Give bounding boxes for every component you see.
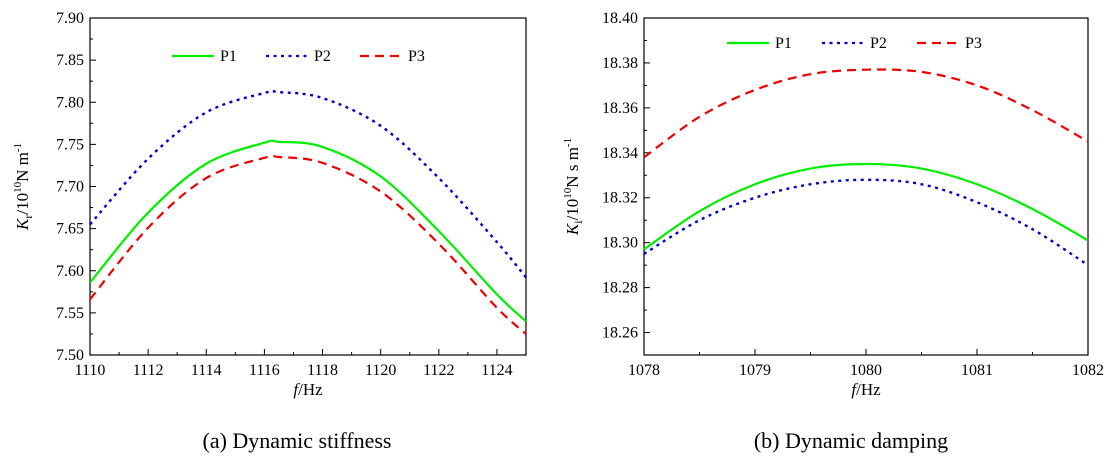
x-tick-label: 1082 [1072,362,1104,379]
x-tick-label: 1120 [365,362,396,379]
y-axis-title-var: K [563,222,582,236]
x-tick-label: 1118 [307,362,338,379]
x-tick-label: 1124 [481,362,512,379]
y-axis-title-unit: N m [13,152,32,182]
series-line-p1 [89,139,527,323]
x-axis-title: f/Hz [851,380,881,399]
y-axis-title-base: /10 [13,193,32,215]
series-line-p1 [643,162,1089,251]
y-axis-title: Kr/1010N m-1 [12,143,35,231]
legend-label-p2: P2 [870,35,887,52]
panel-caption: (b) Dynamic damping [754,428,948,453]
plot-frame [89,17,527,356]
legend-label-p1: P1 [220,48,237,65]
y-tick-label: 7.60 [56,263,84,280]
y-tick-label: 18.38 [602,55,638,72]
y-tick-label: 18.34 [602,145,638,162]
series-line-p2 [643,178,1089,267]
y-tick-label: 7.90 [56,10,84,27]
x-axis-title-var: f [851,380,858,399]
y-axis-title-sub: i [571,220,585,224]
y-tick-label: 7.75 [56,136,84,153]
plot-frame [643,17,1089,356]
chart-panel-a: 1110 1112 1114 1116 1118 1120 1122 1124 7.50 7.55… [12,10,527,453]
y-axis-title-exp: 10 [12,181,24,193]
series-line-p3 [643,68,1089,159]
x-tick-label: 1122 [423,362,454,379]
y-axis-title-unit: N s m [563,147,582,188]
legend-label-p3: P3 [408,48,425,65]
legend-label-p3: P3 [965,35,982,52]
y-tick-label: 18.28 [602,280,638,297]
series-line-p2 [89,89,527,279]
y-axis-title-exp: 10 [562,187,574,199]
x-axis-title-var: f [293,380,300,399]
chart-panel-b: 1078 1079 1080 1081 1082 18.26 18.28 18.30 18.32… [562,10,1104,453]
y-tick-label: 7.65 [56,221,84,238]
y-tick-label: 18.32 [602,190,638,207]
y-tick-label: 7.85 [56,52,84,69]
legend-label-p2: P2 [314,48,331,65]
x-axis-title-unit: /Hz [298,380,323,399]
series-line-p3 [89,154,527,335]
x-tick-label: 1112 [133,362,164,379]
y-tick-label: 7.80 [56,94,84,111]
legend-label-p1: P1 [775,35,792,52]
x-axis-title: f/Hz [293,380,323,399]
y-tick-label: 7.55 [56,305,84,322]
y-axis-title: Ki/1010N s m-1 [562,138,585,236]
y-axis-title-var: K [13,217,32,231]
y-axis-title-unit-exp: -1 [12,143,24,152]
y-tick-label: 18.36 [602,100,638,117]
x-tick-label: 1079 [739,362,771,379]
panel-caption: (a) Dynamic stiffness [203,428,392,453]
x-tick-label: 1078 [628,362,660,379]
x-tick-label: 1114 [191,362,222,379]
y-tick-label: 18.26 [602,325,638,342]
x-tick-label: 1116 [249,362,280,379]
x-tick-label: 1110 [75,362,106,379]
x-axis-title-unit: /Hz [856,380,881,399]
y-axis-title-unit-exp: -1 [562,138,574,147]
y-axis-title-sub: r [21,215,35,219]
y-tick-label: 7.50 [56,347,84,364]
x-tick-label: 1080 [850,362,882,379]
x-tick-label: 1081 [961,362,993,379]
y-axis-title-base: /10 [563,199,582,221]
y-tick-label: 18.30 [602,235,638,252]
y-tick-label: 7.70 [56,179,84,196]
y-tick-label: 18.40 [602,10,638,27]
